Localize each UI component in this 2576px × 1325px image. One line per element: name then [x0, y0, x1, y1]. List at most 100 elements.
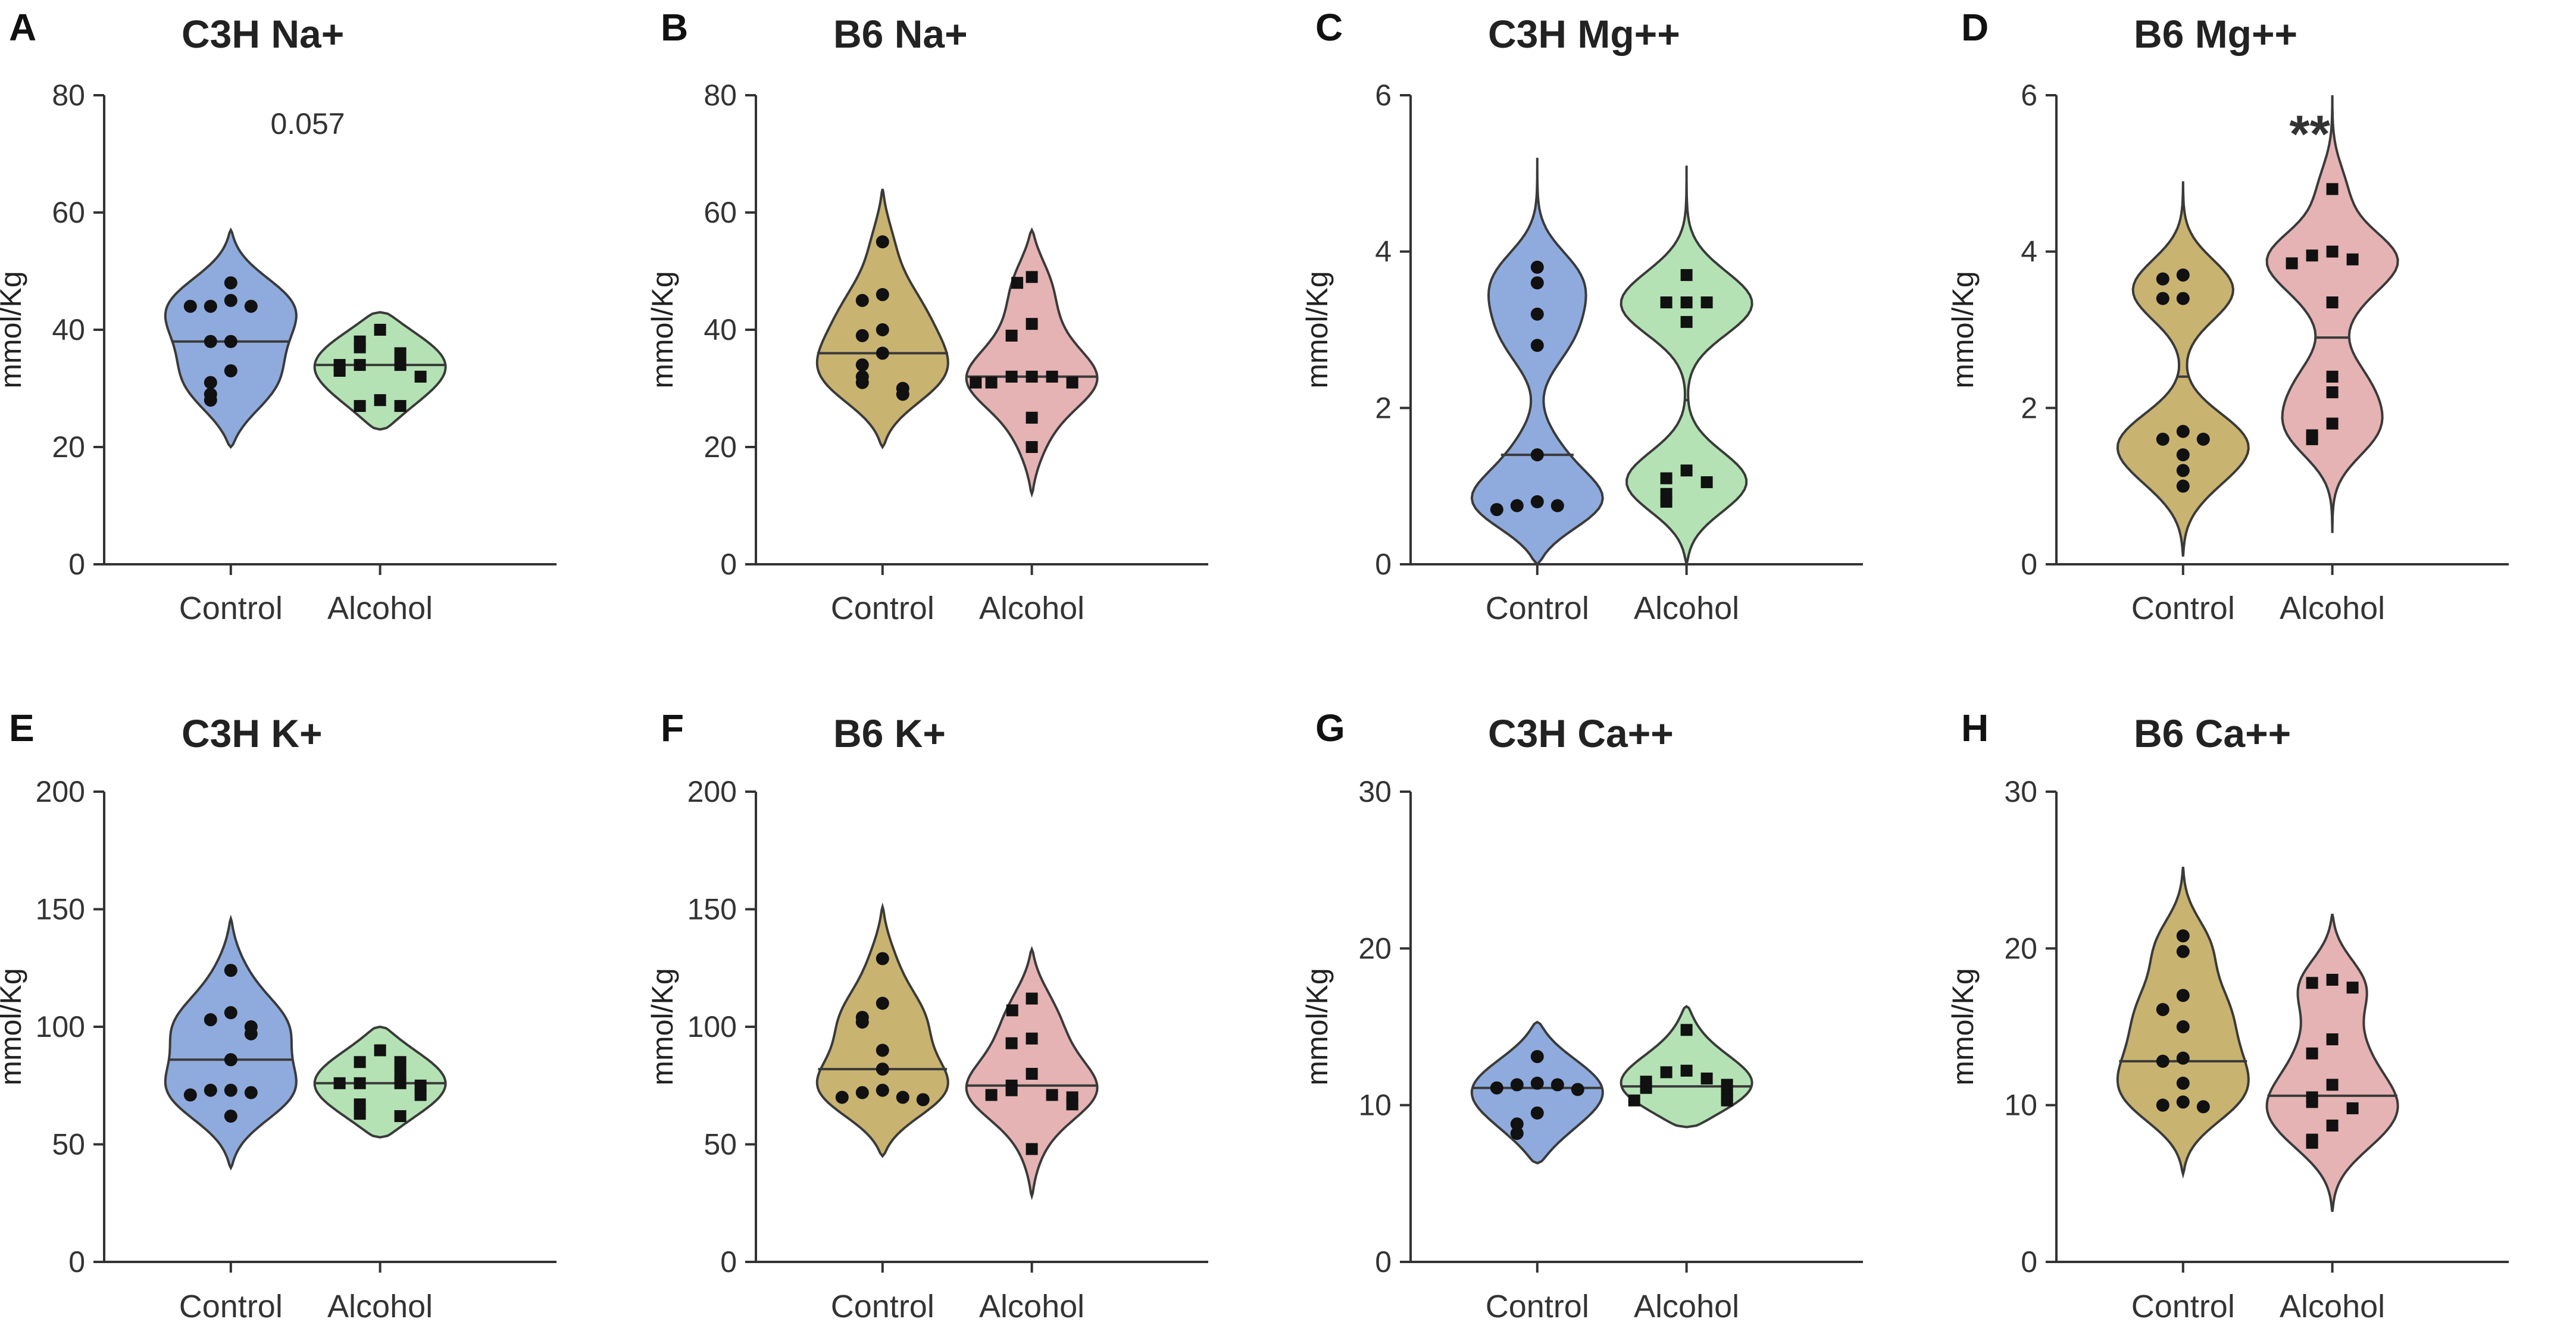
data-point: [2176, 424, 2190, 438]
data-point: [1530, 307, 1544, 321]
data-point: [354, 341, 366, 354]
data-point: [394, 1077, 407, 1089]
y-tick-label: 60: [704, 196, 737, 229]
data-point: [1510, 499, 1524, 512]
data-point: [1026, 318, 1038, 330]
panel-g: G C3H Ca++ 0 10 20 30 mmol/Kg Control Alcohol: [1300, 707, 1863, 1324]
panel-letter: B: [661, 6, 688, 49]
x-tick-label: Control: [179, 590, 283, 626]
data-point: [394, 1068, 407, 1080]
y-tick-label: 10: [1358, 1089, 1392, 1122]
panel-c: C C3H Mg++ 0 2 4 6 mmol/Kg Control Alcohol: [1300, 6, 1863, 626]
data-point: [835, 1090, 849, 1104]
data-point: [1510, 1117, 1524, 1131]
data-point: [204, 335, 217, 348]
data-point: [916, 1093, 930, 1107]
data-point: [2176, 929, 2190, 943]
panel-b: B B6 Na+ 0 20 40 60 80 mmol/Kg Control Alcohol: [646, 6, 1208, 626]
data-point: [970, 376, 982, 389]
data-point: [1680, 464, 1693, 477]
data-point: [855, 329, 869, 342]
y-tick-label: 0: [68, 548, 85, 581]
y-tick-label: 20: [1358, 932, 1392, 965]
data-point: [394, 1110, 407, 1123]
data-point: [1530, 339, 1544, 352]
panel-letter: C: [1315, 6, 1343, 49]
data-point: [204, 376, 217, 389]
panel-letter: F: [661, 707, 684, 749]
x-tick-label: Alcohol: [979, 1289, 1084, 1324]
data-point: [394, 1056, 407, 1068]
data-point: [1660, 1066, 1672, 1079]
data-point: [2326, 296, 2339, 309]
data-point: [876, 323, 889, 336]
data-point: [1660, 495, 1672, 508]
data-point: [855, 1086, 869, 1099]
data-point: [1005, 1037, 1018, 1049]
data-point: [855, 376, 869, 389]
data-point: [244, 1027, 258, 1040]
panel-letter: A: [9, 6, 36, 49]
violin-alcohol: [2265, 913, 2399, 1212]
data-point: [1721, 1094, 1733, 1107]
y-axis-label: mmol/Kg: [0, 271, 27, 388]
data-point: [204, 1083, 217, 1097]
data-point: [1530, 495, 1544, 508]
x-tick-label: Alcohol: [327, 590, 433, 626]
data-point: [2306, 249, 2318, 262]
y-tick-label: 4: [2021, 235, 2037, 268]
y-tick-label: 0: [2021, 1245, 2037, 1279]
data-point: [374, 1044, 386, 1057]
data-point: [985, 376, 998, 389]
data-point: [374, 394, 386, 407]
data-point: [394, 347, 407, 360]
chart-title: B6 Ca++: [2134, 711, 2291, 755]
violin-alcohol: [1620, 165, 1753, 565]
x-tick-label: Alcohol: [1634, 590, 1739, 626]
y-tick-label: 6: [1375, 79, 1392, 112]
x-tick-label: Alcohol: [2280, 1289, 2385, 1324]
data-point: [2306, 1096, 2318, 1108]
y-tick-label: 2: [1375, 391, 1392, 424]
data-point: [1680, 1064, 1693, 1077]
x-tick-label: Control: [831, 1289, 934, 1324]
panel-letter: G: [1315, 707, 1345, 749]
data-point: [354, 1098, 366, 1111]
data-point: [2326, 974, 2339, 986]
data-point: [2156, 432, 2169, 446]
y-axis-label: mmol/Kg: [646, 271, 679, 388]
data-point: [1026, 1068, 1038, 1080]
data-point: [354, 1108, 366, 1120]
y-tick-label: 0: [720, 1245, 737, 1279]
data-point: [224, 276, 237, 290]
data-point: [1005, 1084, 1018, 1096]
chart-title: C3H K+: [182, 711, 323, 755]
x-tick-label: Control: [831, 590, 934, 626]
y-tick-label: 50: [52, 1128, 85, 1161]
y-axis-label: mmol/Kg: [646, 968, 679, 1085]
data-point: [985, 1089, 998, 1101]
data-point: [1530, 448, 1544, 462]
data-point: [1680, 1024, 1693, 1036]
data-point: [1530, 1106, 1544, 1120]
y-tick-label: 80: [52, 79, 85, 112]
data-point: [1530, 276, 1544, 290]
y-tick-label: 4: [1375, 235, 1392, 268]
data-point: [1490, 503, 1503, 517]
data-point: [224, 335, 237, 348]
data-point: [2346, 982, 2359, 994]
data-point: [224, 964, 237, 977]
data-point: [876, 1083, 889, 1097]
data-point: [1571, 1083, 1584, 1096]
data-point: [394, 359, 407, 371]
data-point: [2176, 1020, 2190, 1033]
panel-h: H B6 Ca++ 0 10 20 30 mmol/Kg Control Alcohol: [1946, 707, 2509, 1324]
y-tick-label: 80: [704, 79, 737, 112]
data-point: [2156, 292, 2169, 305]
data-point: [1640, 1082, 1652, 1094]
data-point: [2326, 370, 2339, 383]
data-point: [1680, 269, 1693, 282]
data-point: [2326, 245, 2339, 258]
data-point: [876, 1062, 889, 1076]
data-point: [896, 388, 909, 401]
